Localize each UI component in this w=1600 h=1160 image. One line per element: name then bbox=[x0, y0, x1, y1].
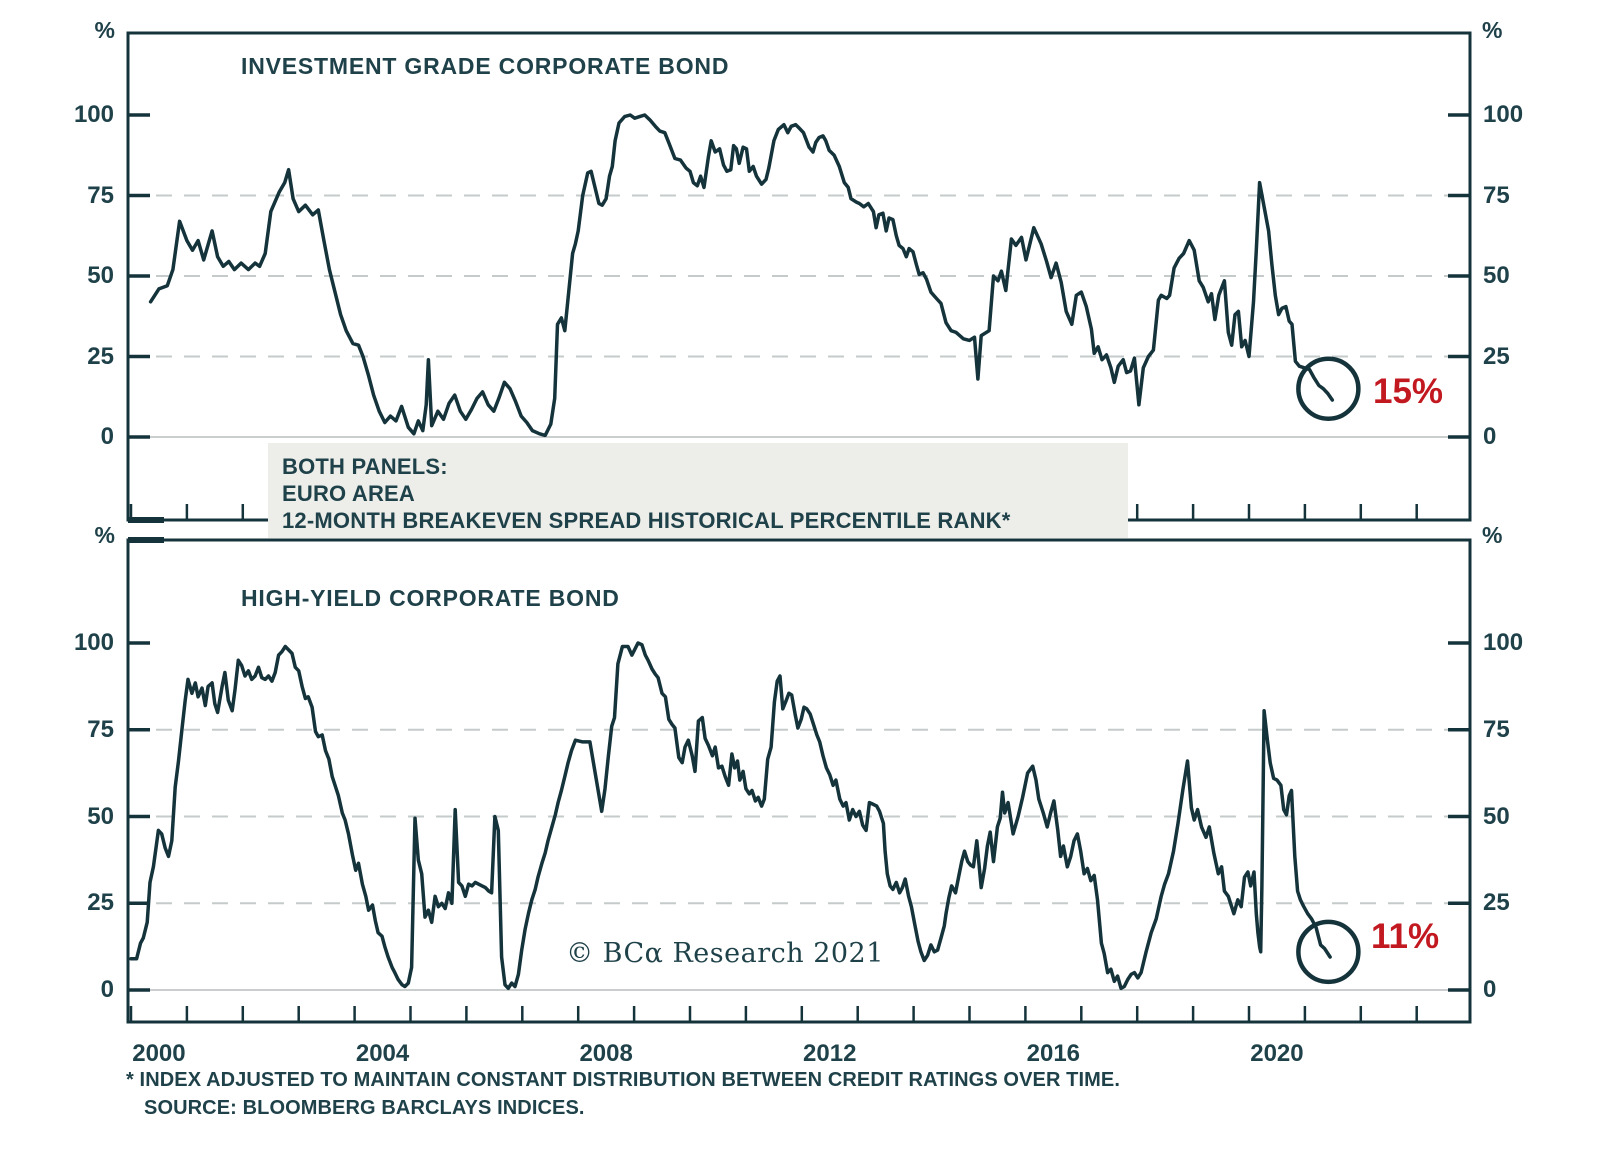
y-axis-label-left-high-yield-50: 50 bbox=[87, 802, 114, 830]
y-axis-label-left-high-yield-0: 0 bbox=[100, 976, 114, 1003]
y-axis-label-left-investment-grade-50: 50 bbox=[87, 262, 114, 289]
footnote-source: SOURCE: BLOOMBERG BARCLAYS INDICES. bbox=[144, 1097, 585, 1119]
y-axis-label-right-high-yield-100: 100 bbox=[1483, 629, 1524, 656]
latest-value-label-high-yield: 11% bbox=[1371, 917, 1440, 956]
copyright-watermark: © BCα Research 2021 bbox=[566, 938, 884, 969]
y-axis-label-left-investment-grade-75: 75 bbox=[87, 181, 114, 209]
y-axis-label-left-investment-grade-25: 25 bbox=[87, 342, 114, 370]
percent-unit-top-right: % bbox=[1482, 17, 1503, 43]
y-axis-label-right-high-yield-75: 75 bbox=[1483, 715, 1510, 743]
percent-unit-bottom-left: % bbox=[94, 522, 115, 548]
footnote-adjustment-note: * INDEX ADJUSTED TO MAINTAIN CONSTANT DI… bbox=[126, 1069, 1120, 1091]
latest-value-label-investment-grade: 15% bbox=[1373, 372, 1444, 411]
panel-title-investment-grade: INVESTMENT GRADE CORPORATE BOND bbox=[241, 53, 730, 79]
percent-unit-top-left: % bbox=[94, 17, 115, 43]
y-axis-label-left-investment-grade-0: 0 bbox=[100, 423, 114, 450]
x-axis-year-label-2008: 2008 bbox=[579, 1040, 633, 1067]
info-box-line1: BOTH PANELS: bbox=[282, 454, 448, 479]
y-axis-label-right-high-yield-50: 50 bbox=[1483, 802, 1510, 830]
info-box-line3: 12-MONTH BREAKEVEN SPREAD HISTORICAL PER… bbox=[282, 508, 1011, 533]
x-axis-year-label-2000: 2000 bbox=[132, 1040, 186, 1067]
y-axis-label-right-investment-grade-0: 0 bbox=[1483, 423, 1497, 450]
y-axis-label-right-investment-grade-25: 25 bbox=[1483, 342, 1510, 370]
x-axis-year-label-2016: 2016 bbox=[1026, 1040, 1081, 1067]
y-axis-label-right-investment-grade-75: 75 bbox=[1483, 181, 1510, 209]
panel-title-high-yield: HIGH-YIELD CORPORATE BOND bbox=[241, 585, 620, 611]
y-axis-label-left-investment-grade-100: 100 bbox=[73, 101, 114, 128]
y-axis-label-left-high-yield-25: 25 bbox=[87, 889, 114, 917]
x-axis-year-label-2012: 2012 bbox=[803, 1040, 857, 1067]
high-yield-series-line bbox=[129, 641, 1332, 991]
y-axis-label-left-high-yield-75: 75 bbox=[87, 715, 114, 743]
x-axis-year-label-2020: 2020 bbox=[1250, 1040, 1304, 1067]
investment-grade-series-line bbox=[148, 113, 1335, 438]
info-box-line2: EURO AREA bbox=[282, 481, 415, 506]
y-axis-label-right-high-yield-0: 0 bbox=[1483, 976, 1497, 1003]
y-axis-label-left-high-yield-100: 100 bbox=[73, 629, 114, 656]
both-panels-info-box: BOTH PANELS: EURO AREA 12-MONTH BREAKEVE… bbox=[268, 443, 1128, 538]
investment-grade-latest-value-circle bbox=[1296, 356, 1361, 421]
x-axis-year-label-2004: 2004 bbox=[355, 1040, 410, 1067]
panel-frame-high-yield bbox=[126, 538, 1472, 1024]
percent-unit-bottom-right: % bbox=[1482, 522, 1503, 548]
y-axis-label-right-high-yield-25: 25 bbox=[1483, 889, 1510, 917]
high-yield-latest-value-circle bbox=[1296, 919, 1361, 985]
y-axis-label-right-investment-grade-50: 50 bbox=[1483, 262, 1510, 289]
footnotes: * INDEX ADJUSTED TO MAINTAIN CONSTANT DI… bbox=[126, 1066, 1120, 1122]
y-axis-label-right-investment-grade-100: 100 bbox=[1483, 101, 1524, 128]
